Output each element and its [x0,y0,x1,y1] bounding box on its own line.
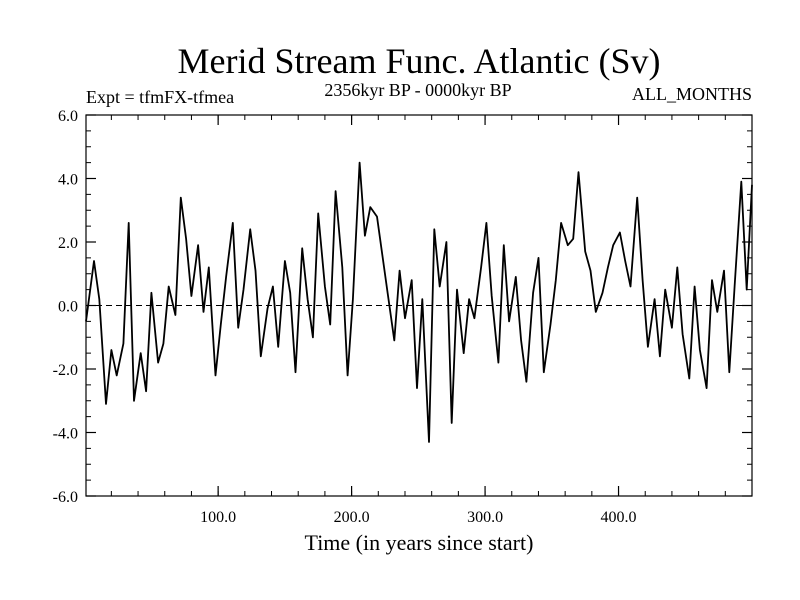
data-line [85,161,753,443]
x-tick-label: 400.0 [601,509,637,526]
y-tick-label: 4.0 [58,172,78,189]
experiment-label: Expt = tfmFX-tfmea [86,87,234,107]
y-tick-label: 2.0 [58,235,78,252]
y-tick-label: -2.0 [53,362,78,379]
x-tick-label: 300.0 [467,509,503,526]
y-tick-label: -6.0 [53,489,78,506]
y-tick-label: 0.0 [58,299,78,316]
y-tick-label: -4.0 [53,426,78,443]
y-tick-label: 6.0 [58,108,78,125]
plot-frame [85,114,753,497]
chart-title: Merid Stream Func. Atlantic (Sv) [178,41,661,81]
x-axis-title: Time (in years since start) [305,530,534,555]
x-tick-label: 200.0 [334,509,370,526]
x-tick-label: 100.0 [200,509,236,526]
months-label: ALL_MONTHS [632,84,752,104]
time-range-label: 2356kyr BP - 0000kyr BP [324,80,511,100]
tick-labels: -6.0 -4.0 -2.0 0.0 2.0 4.0 6.0 100.0 200.0 300.0 4… [53,108,637,526]
